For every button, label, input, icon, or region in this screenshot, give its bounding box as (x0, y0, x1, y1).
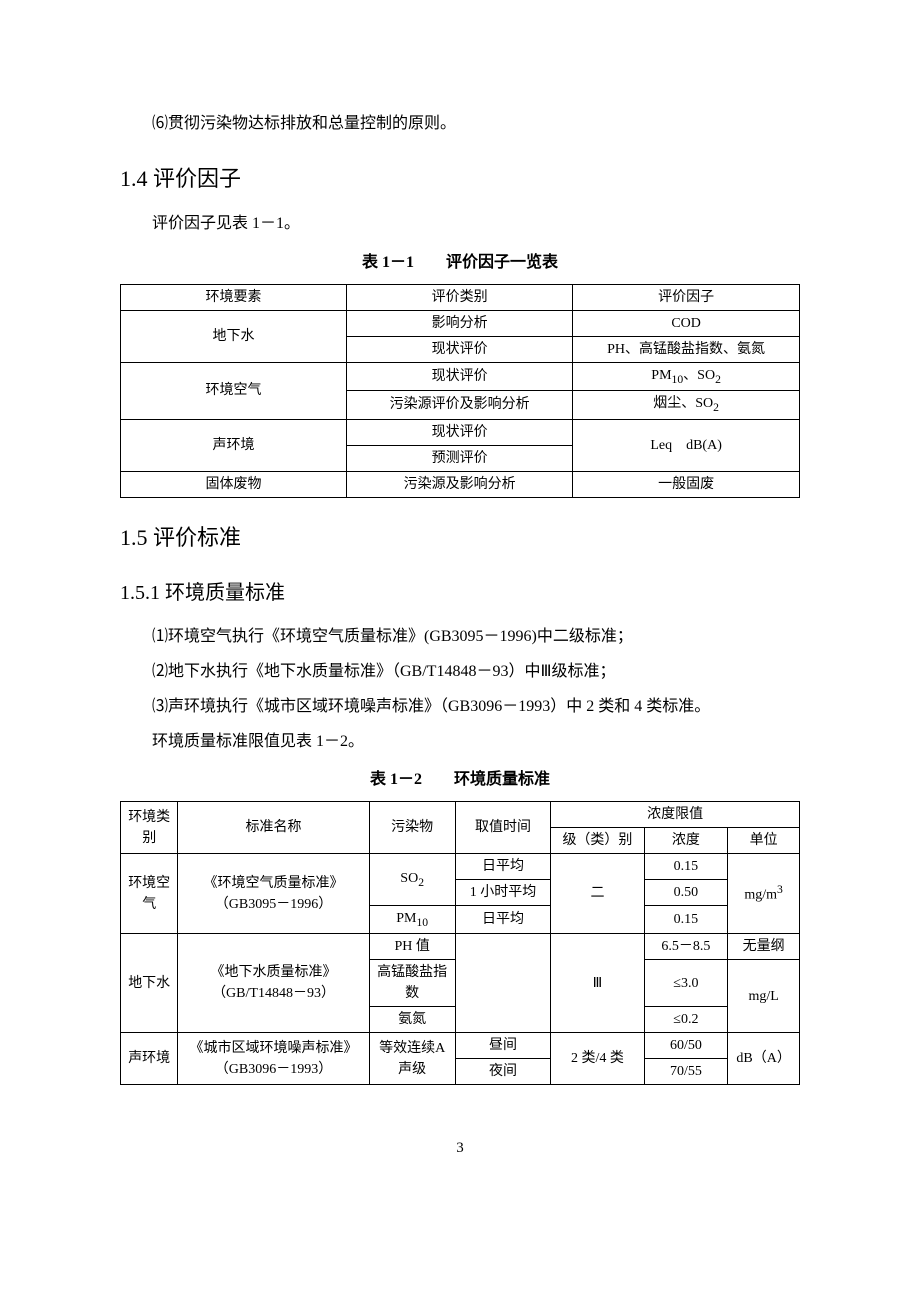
th-factor: 评价因子 (573, 284, 800, 310)
cell-pollutant: PM10 (369, 906, 455, 934)
cell-pollutant: PH 值 (369, 934, 455, 960)
cell-conc: 70/55 (644, 1059, 728, 1085)
cell-element: 地下水 (121, 310, 347, 362)
page-number: 3 (120, 1135, 800, 1162)
cell-class: 二 (551, 854, 644, 934)
section-1-5-post: 环境质量标准限值见表 1－2。 (120, 728, 800, 757)
cell-element: 固体废物 (121, 471, 347, 497)
table-1-2: 环境类别 标准名称 污染物 取值时间 浓度限值 级（类）别 浓度 单位 环境空气… (120, 801, 800, 1085)
cell-conc: 0.15 (644, 906, 728, 934)
std-item-2: ⑵地下水执行《地下水质量标准》（GB/T14848－93）中Ⅲ级标准； (120, 658, 800, 687)
cell-conc: 6.5－8.5 (644, 934, 728, 960)
table-row: 地下水 《地下水质量标准》（GB/T14848－93） PH 值 Ⅲ 6.5－8… (121, 934, 800, 960)
cell-category: 预测评价 (347, 445, 573, 471)
cell-conc: ≤0.2 (644, 1007, 728, 1033)
cell-pollutant: 等效连续A 声级 (369, 1033, 455, 1085)
th-unit: 单位 (728, 828, 800, 854)
cell-category: 声环境 (121, 1033, 178, 1085)
table-1-1-caption: 表 1－1 评价因子一览表 (120, 249, 800, 278)
section-1-5-heading: 1.5 评价标准 (120, 518, 800, 558)
std-item-1: ⑴环境空气执行《环境空气质量标准》(GB3095－1996)中二级标准； (120, 623, 800, 652)
table-row: 环境空气 《环境空气质量标准》（GB3095－1996） SO2 日平均 二 0… (121, 854, 800, 880)
cell-factor: COD (573, 310, 800, 336)
cell-factor: PH、高锰酸盐指数、氨氮 (573, 336, 800, 362)
cell-pollutant: 氨氮 (369, 1007, 455, 1033)
cell-pollutant: SO2 (369, 854, 455, 906)
cell-category: 影响分析 (347, 310, 573, 336)
table-row: 环境要素 评价类别 评价因子 (121, 284, 800, 310)
cell-time (455, 934, 551, 1033)
table-row: 地下水 影响分析 COD (121, 310, 800, 336)
cell-standard: 《地下水质量标准》（GB/T14848－93） (178, 934, 369, 1033)
cell-unit: mg/L (728, 960, 800, 1033)
table-row: 固体废物 污染源及影响分析 一般固废 (121, 471, 800, 497)
cell-conc: ≤3.0 (644, 960, 728, 1007)
cell-category: 环境空气 (121, 854, 178, 934)
table-row: 声环境 现状评价 Leq dB(A) (121, 419, 800, 445)
cell-standard: 《城市区域环境噪声标准》（GB3096－1993） (178, 1033, 369, 1085)
th-category: 环境类别 (121, 802, 178, 854)
th-limit: 浓度限值 (551, 802, 800, 828)
cell-category: 污染源评价及影响分析 (347, 391, 573, 419)
cell-time: 日平均 (455, 854, 551, 880)
table-1-1: 环境要素 评价类别 评价因子 地下水 影响分析 COD 现状评价 PH、高锰酸盐… (120, 284, 800, 498)
table-1-2-title: 环境质量标准 (454, 771, 550, 788)
th-standard: 标准名称 (178, 802, 369, 854)
table-1-1-title: 评价因子一览表 (446, 254, 558, 271)
th-category: 评价类别 (347, 284, 573, 310)
cell-factor: Leq dB(A) (573, 419, 800, 471)
section-1-4-intro: 评价因子见表 1－1。 (120, 210, 800, 239)
cell-time: 昼间 (455, 1033, 551, 1059)
table-row: 声环境 《城市区域环境噪声标准》（GB3096－1993） 等效连续A 声级 昼… (121, 1033, 800, 1059)
cell-pollutant: 高锰酸盐指数 (369, 960, 455, 1007)
table-1-1-number: 表 1－1 (362, 254, 414, 271)
cell-class: 2 类/4 类 (551, 1033, 644, 1085)
cell-element: 声环境 (121, 419, 347, 471)
table-row: 环境空气 现状评价 PM10、SO2 (121, 362, 800, 390)
cell-category: 现状评价 (347, 419, 573, 445)
cell-time: 1 小时平均 (455, 880, 551, 906)
cell-conc: 60/50 (644, 1033, 728, 1059)
th-class: 级（类）别 (551, 828, 644, 854)
th-time: 取值时间 (455, 802, 551, 854)
cell-class: Ⅲ (551, 934, 644, 1033)
cell-category: 污染源及影响分析 (347, 471, 573, 497)
cell-factor: PM10、SO2 (573, 362, 800, 390)
std-item-3: ⑶声环境执行《城市区域环境噪声标准》（GB3096－1993）中 2 类和 4 … (120, 693, 800, 722)
table-row: 环境类别 标准名称 污染物 取值时间 浓度限值 (121, 802, 800, 828)
cell-conc: 0.15 (644, 854, 728, 880)
th-element: 环境要素 (121, 284, 347, 310)
cell-conc: 0.50 (644, 880, 728, 906)
cell-category: 地下水 (121, 934, 178, 1033)
cell-factor: 烟尘、SO2 (573, 391, 800, 419)
cell-time: 日平均 (455, 906, 551, 934)
cell-standard: 《环境空气质量标准》（GB3095－1996） (178, 854, 369, 934)
intro-paragraph: ⑹贯彻污染物达标排放和总量控制的原则。 (120, 110, 800, 139)
cell-unit: mg/m3 (728, 854, 800, 934)
cell-factor: 一般固废 (573, 471, 800, 497)
cell-unit: 无量纲 (728, 934, 800, 960)
th-pollutant: 污染物 (369, 802, 455, 854)
cell-unit: dB（A） (728, 1033, 800, 1085)
cell-element: 环境空气 (121, 362, 347, 419)
section-1-5-1-heading: 1.5.1 环境质量标准 (120, 575, 800, 611)
cell-category: 现状评价 (347, 362, 573, 390)
table-1-2-caption: 表 1－2 环境质量标准 (120, 766, 800, 795)
th-conc: 浓度 (644, 828, 728, 854)
cell-category: 现状评价 (347, 336, 573, 362)
section-1-4-heading: 1.4 评价因子 (120, 159, 800, 199)
table-1-2-number: 表 1－2 (370, 771, 422, 788)
cell-time: 夜间 (455, 1059, 551, 1085)
